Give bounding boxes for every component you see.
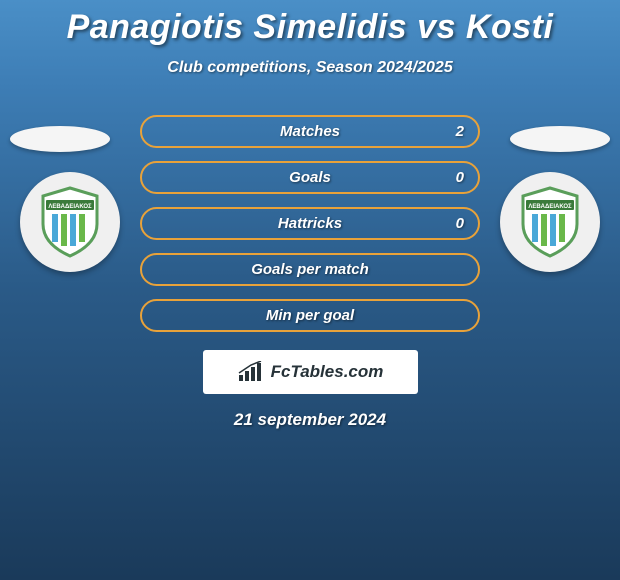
stat-label: Hattricks [278, 215, 342, 232]
stat-label: Min per goal [266, 307, 354, 324]
shield-icon: ΛΕΒΑΔΕΙΑΚΟΣ [39, 186, 101, 258]
stat-label: Goals [289, 169, 331, 186]
stat-row-min-per-goal: Min per goal [140, 299, 480, 332]
team-badge-left: ΛΕΒΑΔΕΙΑΚΟΣ [20, 172, 120, 272]
stat-value: 0 [456, 169, 464, 186]
svg-text:ΛΕΒΑΔΕΙΑΚΟΣ: ΛΕΒΑΔΕΙΑΚΟΣ [528, 204, 572, 210]
date: 21 september 2024 [0, 410, 620, 430]
page-title: Panagiotis Simelidis vs Kosti [0, 0, 620, 47]
stat-row-matches: Matches 2 [140, 115, 480, 148]
player-placeholder-right [510, 126, 610, 152]
brand-text: FcTables.com [271, 362, 384, 382]
stat-row-goals-per-match: Goals per match [140, 253, 480, 286]
team-badge-right: ΛΕΒΑΔΕΙΑΚΟΣ [500, 172, 600, 272]
stat-label: Goals per match [251, 261, 369, 278]
stat-label: Matches [280, 123, 340, 140]
svg-text:ΛΕΒΑΔΕΙΑΚΟΣ: ΛΕΒΑΔΕΙΑΚΟΣ [48, 204, 92, 210]
shield-icon: ΛΕΒΑΔΕΙΑΚΟΣ [519, 186, 581, 258]
brand-box: FcTables.com [203, 350, 418, 394]
stat-row-goals: Goals 0 [140, 161, 480, 194]
subtitle: Club competitions, Season 2024/2025 [0, 59, 620, 77]
player-placeholder-left [10, 126, 110, 152]
stat-value: 2 [456, 123, 464, 140]
stat-value: 0 [456, 215, 464, 232]
stat-row-hattricks: Hattricks 0 [140, 207, 480, 240]
chart-icon [237, 361, 265, 383]
